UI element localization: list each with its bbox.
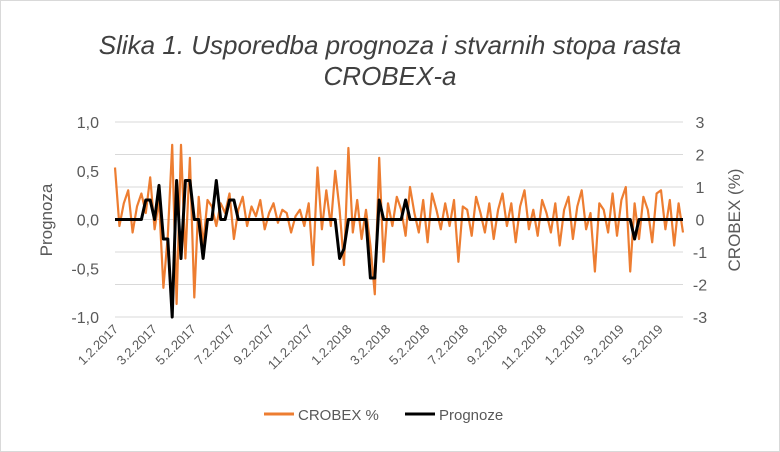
x-tick-label: 5.2.2017 bbox=[153, 322, 199, 368]
x-tick-label: 1.2.2018 bbox=[308, 322, 354, 368]
x-tick-label: 1.2.2017 bbox=[75, 322, 121, 368]
x-tick-label: 3.2.2019 bbox=[580, 322, 626, 368]
prognoze-line bbox=[115, 179, 683, 319]
x-tick-label: 7.2.2018 bbox=[425, 322, 471, 368]
chart-title-line-2: CROBEX-a bbox=[324, 61, 457, 91]
legend: CROBEX % Prognoze bbox=[264, 407, 503, 424]
legend-prognoze-label: Prognoze bbox=[439, 407, 503, 424]
legend-crobex-label: CROBEX % bbox=[298, 407, 379, 424]
crobex-line bbox=[113, 143, 685, 306]
left-tick-label: -1,0 bbox=[71, 310, 99, 327]
right-tick-label: -2 bbox=[693, 278, 707, 295]
x-tick-label: 5.2.2019 bbox=[619, 322, 665, 368]
right-tick-label: 0 bbox=[696, 213, 705, 230]
right-axis-title: CROBEX (%) bbox=[725, 169, 744, 272]
x-tick-label: 3.2.2018 bbox=[347, 322, 393, 368]
left-tick-label: -0,5 bbox=[71, 261, 99, 278]
x-tick-label: 5.2.2018 bbox=[386, 322, 432, 368]
left-axis-ticks: 1,0 0,5 0,0 -0,5 -1,0 bbox=[71, 115, 99, 327]
left-axis-title: Prognoza bbox=[37, 183, 56, 256]
right-tick-label: -3 bbox=[693, 310, 707, 327]
left-tick-label: 1,0 bbox=[77, 115, 99, 132]
x-tick-label: 3.2.2017 bbox=[114, 322, 160, 368]
x-axis-ticks: 1.2.20173.2.20175.2.20177.2.20179.2.2017… bbox=[75, 322, 666, 373]
right-tick-label: 1 bbox=[696, 180, 705, 197]
left-tick-label: 0,0 bbox=[77, 213, 99, 230]
right-tick-label: 3 bbox=[696, 115, 705, 132]
x-tick-label: 7.2.2017 bbox=[191, 322, 237, 368]
series-lines bbox=[113, 143, 685, 319]
right-tick-label: -1 bbox=[693, 245, 707, 262]
x-tick-label: 1.2.2019 bbox=[542, 322, 588, 368]
chart-title-line-1: Slika 1. Usporedba prognoza i stvarnih s… bbox=[99, 30, 681, 60]
right-axis-ticks: 3 2 1 0 -1 -2 -3 bbox=[693, 115, 707, 327]
right-tick-label: 2 bbox=[696, 148, 705, 165]
left-tick-label: 0,5 bbox=[77, 164, 99, 181]
